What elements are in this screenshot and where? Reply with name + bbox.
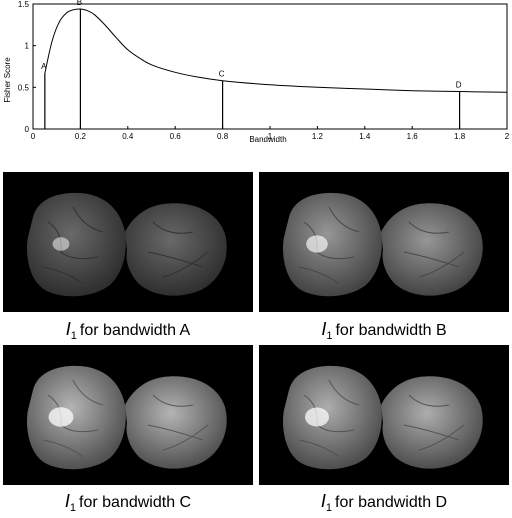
breast-mri-image <box>282 192 483 297</box>
marker-label-d: D <box>456 81 462 90</box>
caption-text: for bandwidth D <box>335 494 448 511</box>
breast-mri-image <box>282 365 483 470</box>
y-axis: 0 0.5 1 1.5 <box>18 0 36 134</box>
x-tick-label: 0.2 <box>75 132 87 141</box>
caption-symbol: I <box>321 319 327 339</box>
x-tick-label: 1.6 <box>407 132 419 141</box>
caption-b: I1 for bandwidth B <box>259 319 509 346</box>
caption-symbol: I <box>65 319 71 339</box>
marker-label-a: A <box>41 62 47 71</box>
caption-a: I1 for bandwidth A <box>3 319 253 346</box>
y-tick-label: 1 <box>25 42 30 51</box>
marker-label-b: B <box>77 0 82 7</box>
marker-label-c: C <box>219 70 225 79</box>
x-axis-label: Bandwidth <box>249 135 286 144</box>
plot-frame <box>32 3 508 130</box>
mri-panel-c <box>3 345 253 485</box>
caption-text: for bandwidth B <box>335 322 447 339</box>
fisher-score-line <box>44 8 508 93</box>
x-tick-label: 2 <box>505 132 510 141</box>
x-tick-label: 1 <box>268 132 273 141</box>
mri-panel-a <box>3 172 253 312</box>
mri-panel-d <box>259 345 509 485</box>
mri-panel-b <box>259 172 509 312</box>
caption-subscript: 1 <box>325 502 333 514</box>
y-tick-label: 1.5 <box>18 0 30 9</box>
breast-mri-image <box>26 365 227 470</box>
bandwidth-markers: A B C D <box>41 0 462 129</box>
caption-subscript: 1 <box>70 330 77 342</box>
y-axis-label: Fisher Score <box>3 57 12 103</box>
fisher-score-chart: 0 0.2 0.4 0.6 0.8 1 1.2 1.4 1.6 1.8 2 0 0.5 1 1.5 A B C… <box>3 0 510 144</box>
caption-symbol: I <box>64 491 70 511</box>
x-tick-label: 0.4 <box>122 132 134 141</box>
x-tick-label: 0 <box>31 132 36 141</box>
caption-text: for bandwidth C <box>79 494 192 511</box>
x-tick-label: 1.2 <box>312 132 324 141</box>
y-tick-label: 0.5 <box>18 83 30 92</box>
x-tick-label: 0.8 <box>217 132 229 141</box>
breast-mri-image <box>26 192 227 297</box>
caption-subscript: 1 <box>69 502 77 514</box>
x-tick-label: 1.8 <box>454 132 466 141</box>
caption-subscript: 1 <box>326 330 333 342</box>
x-tick-label: 0.6 <box>170 132 182 141</box>
x-tick-label: 1.4 <box>359 132 371 141</box>
caption-symbol: I <box>320 491 326 511</box>
caption-d: I1 for bandwidth D <box>259 491 509 518</box>
caption-c: I1 for bandwidth C <box>3 491 253 518</box>
y-tick-label: 0 <box>25 125 30 134</box>
caption-text: for bandwidth A <box>79 322 191 339</box>
